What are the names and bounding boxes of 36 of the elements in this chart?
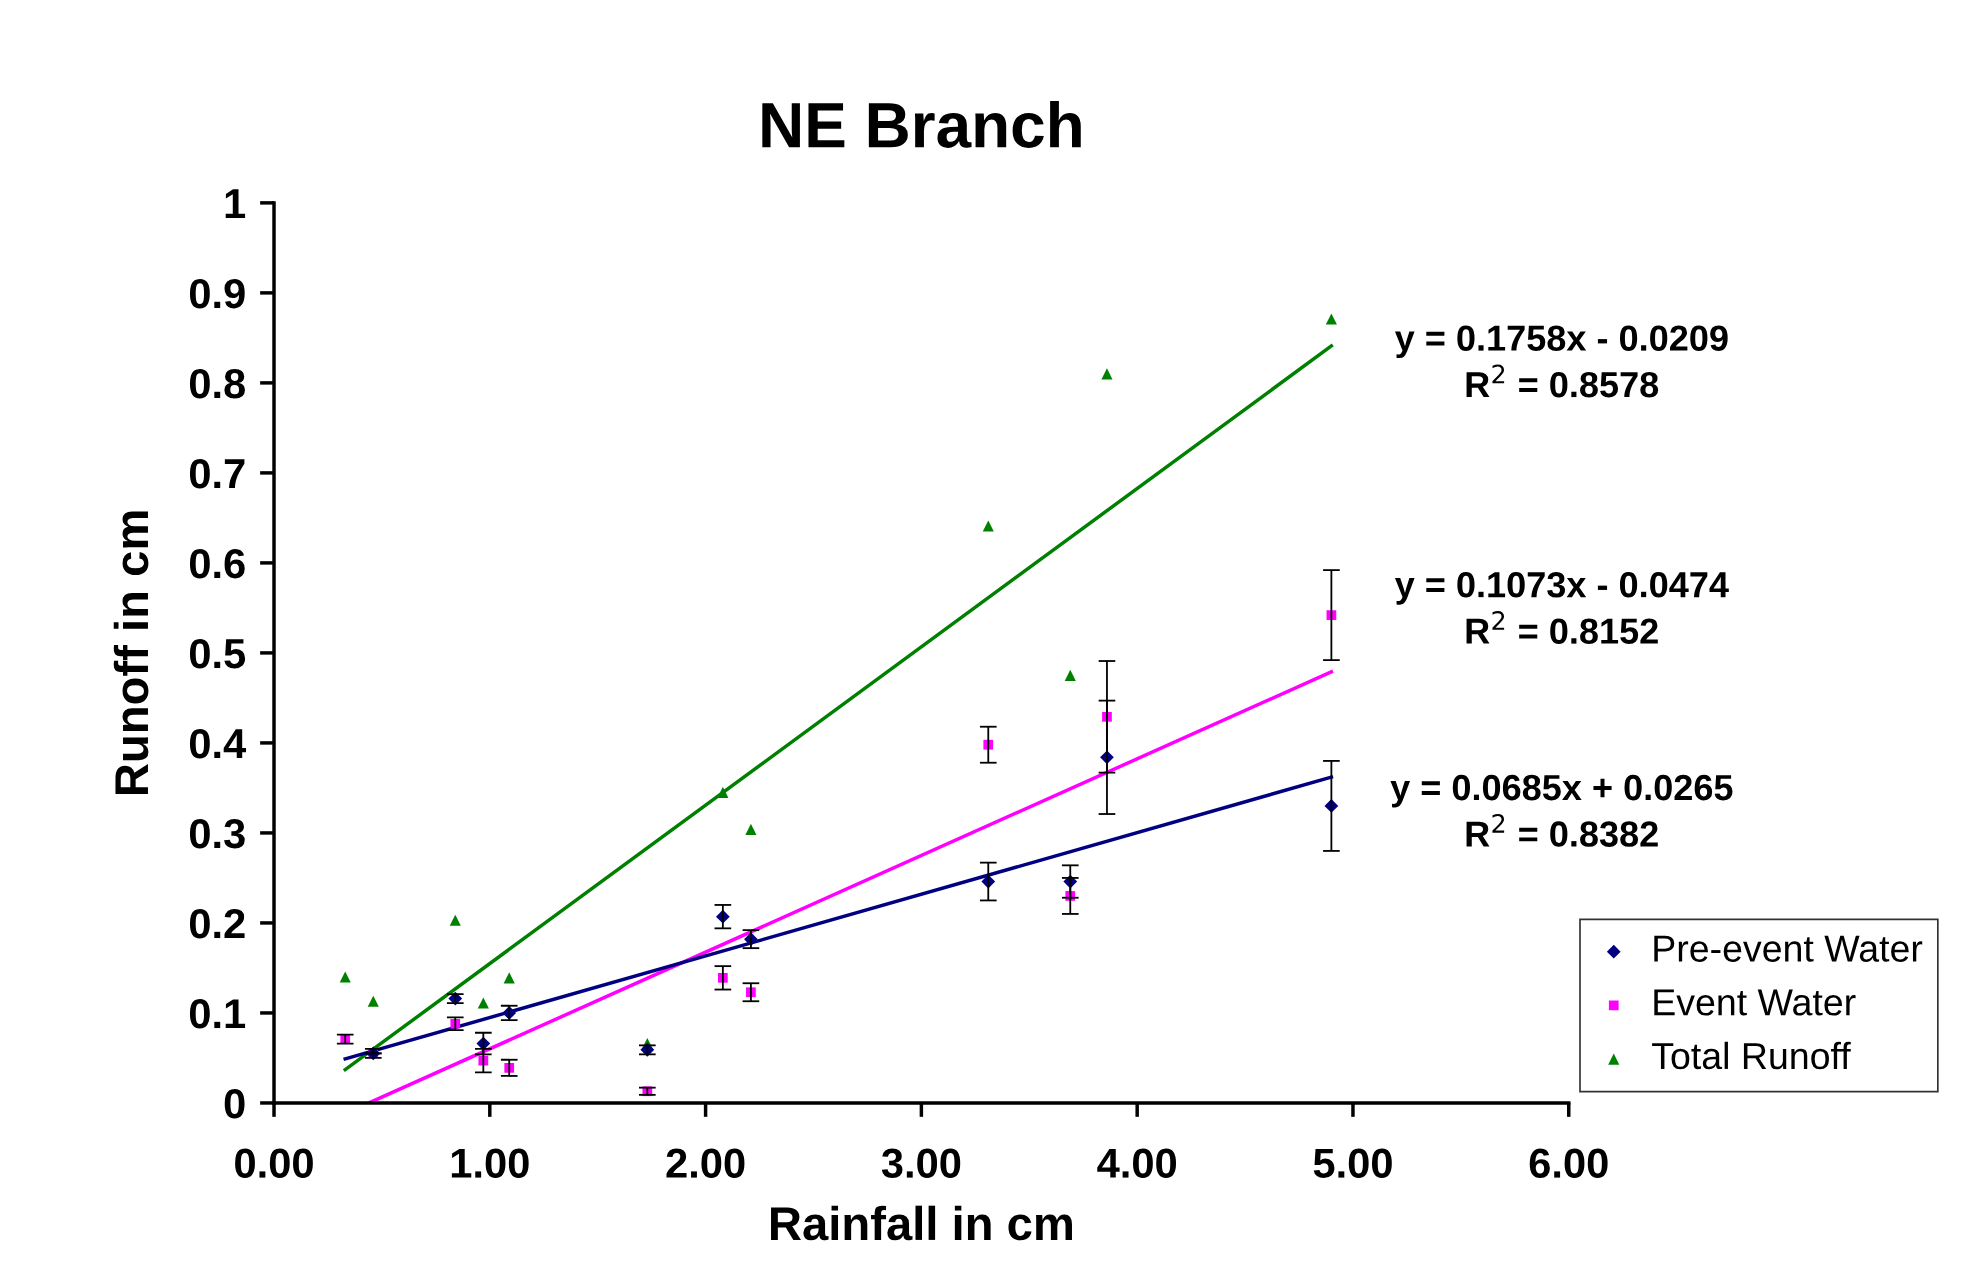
x-tick-label: 0.00 — [235, 1148, 313, 1179]
y-tick-label: 0.1 — [189, 998, 246, 1029]
point — [1064, 669, 1076, 681]
x-tick-label: 1.00 — [451, 1148, 529, 1179]
point — [982, 520, 994, 532]
x-tick-label: 6.00 — [1529, 1148, 1608, 1179]
y-tick-label: 0 — [224, 1088, 245, 1119]
point — [367, 995, 379, 1007]
y-axis-title: Runoff in cm — [113, 511, 149, 795]
y-tick-label: 0.3 — [189, 818, 245, 849]
annotation: y = 0.1758x - 0.0209 R$^{2}$ = 0.8578 — [1394, 325, 1728, 398]
legend-label: Total Runoff — [1652, 1041, 1851, 1070]
point — [1325, 313, 1337, 325]
chart-title: NE Branch — [762, 101, 1081, 148]
y-tick-label: 0.6 — [189, 548, 245, 579]
point — [745, 823, 757, 835]
annotation: y = 0.0685x + 0.0265 R$^{2}$ = 0.8382 — [1390, 774, 1733, 847]
y-tick-label: 0.5 — [189, 638, 246, 669]
point — [1101, 368, 1113, 380]
legend-label: Event Water — [1654, 989, 1856, 1016]
x-tick-label: 2.00 — [666, 1148, 745, 1179]
y-tick-label: 0.2 — [189, 908, 245, 939]
y-tick-label: 1 — [225, 189, 246, 218]
x-tick-label: 5.00 — [1313, 1148, 1392, 1179]
point — [477, 997, 489, 1009]
point — [717, 786, 729, 798]
x-axis-title: Rainfall in cm — [771, 1205, 1072, 1241]
y-tick-label: 0.9 — [189, 278, 245, 309]
point — [449, 914, 461, 926]
annotation: y = 0.1073x - 0.0474 R$^{2}$ = 0.8152 — [1394, 571, 1729, 644]
y-tick-label: 0.4 — [189, 728, 247, 759]
x-tick-label: 4.00 — [1097, 1148, 1177, 1179]
y-tick-label: 0.7 — [189, 458, 245, 489]
legend-label: Pre-event Water — [1654, 935, 1923, 962]
y-tick-label: 0.8 — [189, 368, 245, 399]
x-tick-label: 3.00 — [881, 1148, 961, 1179]
